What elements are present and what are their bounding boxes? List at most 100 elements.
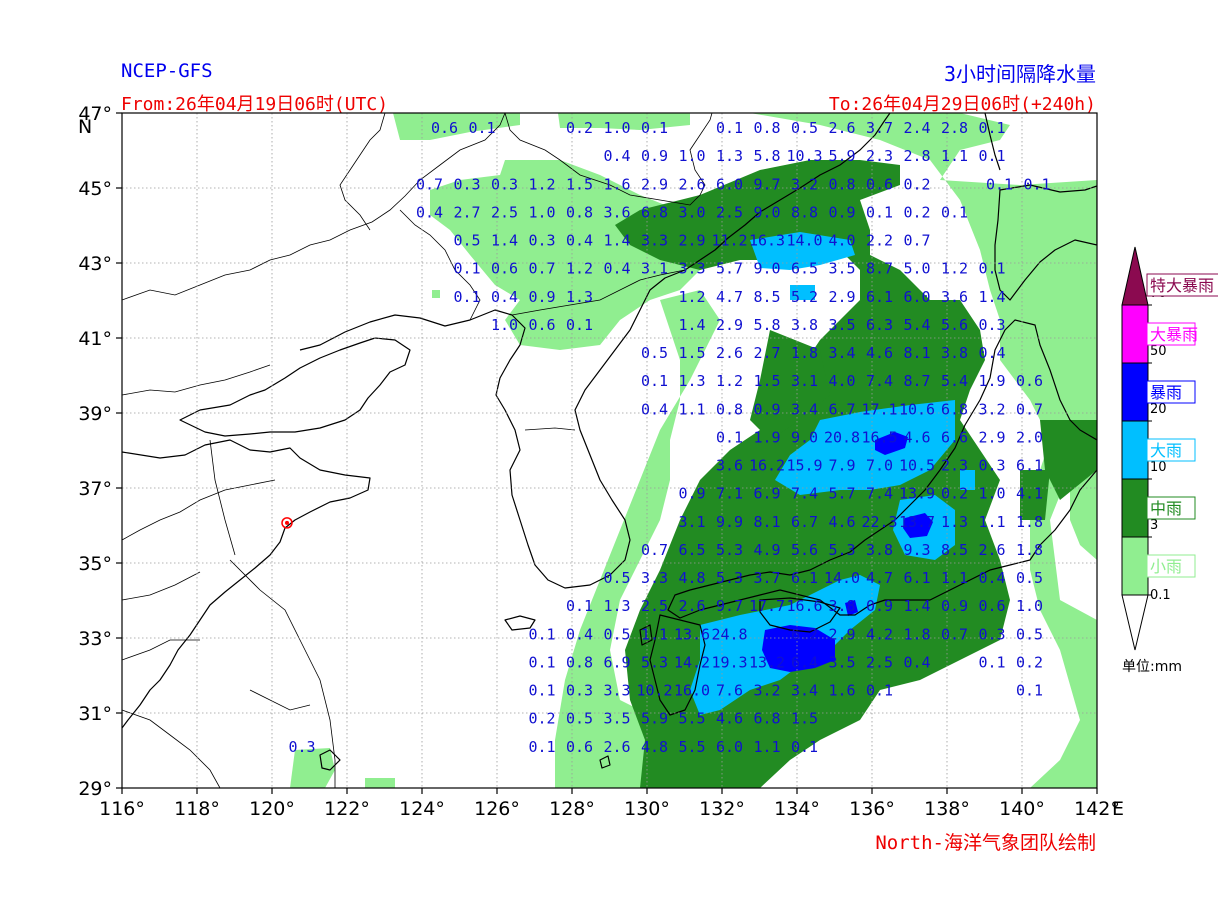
- rain-value: 6.8: [941, 400, 968, 418]
- rain-value: 2.9: [716, 316, 743, 334]
- rain-value: 20.8: [824, 428, 860, 446]
- rain-value: 0.3: [288, 738, 315, 756]
- y-tick-label: 35°: [78, 553, 112, 575]
- rain-value: 16.2: [749, 457, 785, 475]
- rain-value: 0.1: [528, 653, 555, 671]
- rain-value: 7.9: [828, 457, 855, 475]
- rain-value: 4.7: [716, 288, 743, 306]
- rain-value: 0.6: [1016, 372, 1043, 390]
- rain-value: 0.2: [1016, 653, 1043, 671]
- rain-value: 0.1: [941, 203, 968, 221]
- rain-value: 10.2: [636, 682, 672, 700]
- legend-label: 中雨: [1150, 499, 1182, 518]
- rain-value: 9.0: [791, 428, 818, 446]
- rain-value: 0.9: [641, 147, 668, 165]
- rain-value: 16.0: [674, 682, 710, 700]
- x-tick-label: 120°: [249, 798, 295, 820]
- rain-value: 2.4: [903, 119, 930, 137]
- rain-value: 2.5: [641, 597, 668, 615]
- rain-value: 3.3: [678, 260, 705, 278]
- rain-value: 3.1: [678, 513, 705, 531]
- rain-value: 6.1: [866, 288, 893, 306]
- rain-value: 2.7: [453, 203, 480, 221]
- legend-swatch: [1121, 536, 1149, 596]
- rain-value: 0.1: [791, 738, 818, 756]
- rain-value: 0.1: [978, 147, 1005, 165]
- x-tick-label: 138°: [924, 798, 970, 820]
- y-tick-label: 41°: [78, 328, 112, 350]
- rain-value: 2.6: [828, 119, 855, 137]
- rain-value: 0.3: [978, 457, 1005, 475]
- rain-value: 0.2: [903, 203, 930, 221]
- rain-value: 6.7: [828, 400, 855, 418]
- rain-value: 0.2: [941, 485, 968, 503]
- rain-value-labels: 0.6 0.1 0.2 1.0 0.1 0.1 0.8 0.5 2.6 3.7 2.4 2.8 0.1 0…: [288, 119, 1050, 756]
- rain-value: 0.1: [528, 738, 555, 756]
- rain-value: 2.9: [828, 288, 855, 306]
- product-title: 3小时间隔降水量: [943, 62, 1096, 86]
- x-tick-label: 124°: [399, 798, 445, 820]
- rain-value: 0.1: [978, 260, 1005, 278]
- rain-value: 0.5: [1016, 625, 1043, 643]
- rain-value: 1.1: [678, 400, 705, 418]
- coastlines: [122, 113, 1097, 771]
- rain-value: 2.6: [603, 738, 630, 756]
- rain-value: 6.2: [791, 625, 818, 643]
- rain-value: 0.1: [528, 625, 555, 643]
- rain-value: 0.7: [528, 260, 555, 278]
- precipitation-legend: 0.1小雨3中雨10大雨20暴雨50大暴雨70特大暴雨: [1121, 246, 1218, 651]
- rain-value: 0.2: [566, 119, 593, 137]
- rain-value: 5.9: [641, 710, 668, 728]
- rain-value: 0.7: [416, 175, 443, 193]
- rain-value: 7.6: [716, 682, 743, 700]
- rain-value: 1.4: [678, 316, 705, 334]
- rain-value: 11.2: [711, 232, 747, 250]
- rain-value: 0.7: [641, 541, 668, 559]
- rain-value: 2.5: [716, 203, 743, 221]
- rain-value: 2.7: [753, 344, 780, 362]
- station-marker: [281, 517, 293, 529]
- x-tick-label: 140°: [999, 798, 1045, 820]
- station-circle: [281, 517, 293, 529]
- rain-value: 4.7: [866, 569, 893, 587]
- rain-value: 6.9: [603, 653, 630, 671]
- rain-value: 2.8: [903, 147, 930, 165]
- rain-value: 5.7: [828, 485, 855, 503]
- rain-value: 0.1: [468, 119, 495, 137]
- rain-value: 8.5: [753, 288, 780, 306]
- rain-value: 1.0: [491, 316, 518, 334]
- rain-value: 6.9: [753, 485, 780, 503]
- y-tick-label: 39°: [78, 403, 112, 425]
- rain-value: 0.1: [1023, 175, 1050, 193]
- rain-value: 10.6: [899, 400, 935, 418]
- legend-label-box: [1146, 322, 1196, 346]
- rain-value: 3.5: [828, 316, 855, 334]
- x-tick-label: 134°: [774, 798, 820, 820]
- rain-value: 5.3: [641, 653, 668, 671]
- rain-value: 4.0: [828, 232, 855, 250]
- rain-value: 0.9: [528, 288, 555, 306]
- legend-label: 大暴雨: [1150, 325, 1198, 344]
- rain-value: 6.7: [791, 513, 818, 531]
- legend-threshold: 50: [1150, 344, 1167, 359]
- rain-value: 6.5: [678, 541, 705, 559]
- rain-value: 0.6: [528, 316, 555, 334]
- rain-value: 0.1: [716, 428, 743, 446]
- y-tick-label: 31°: [78, 703, 112, 725]
- rain-value: 7.1: [716, 485, 743, 503]
- rain-value: 5.4: [903, 316, 930, 334]
- x-tick-label: 118°: [174, 798, 220, 820]
- rain-value: 0.1: [978, 119, 1005, 137]
- rain-value: 1.2: [678, 288, 705, 306]
- legend-threshold: 20: [1150, 402, 1167, 417]
- rain-value: 8.7: [866, 260, 893, 278]
- rain-value: 4.0: [828, 372, 855, 390]
- rain-value: 2.3: [941, 457, 968, 475]
- rain-value: 4.8: [641, 738, 668, 756]
- rain-value: 1.0: [528, 203, 555, 221]
- rain-value: 0.1: [453, 288, 480, 306]
- rain-value: 0.1: [566, 316, 593, 334]
- rain-value: 2.5: [491, 203, 518, 221]
- rain-value: 0.4: [641, 400, 668, 418]
- rain-value: 1.1: [978, 513, 1005, 531]
